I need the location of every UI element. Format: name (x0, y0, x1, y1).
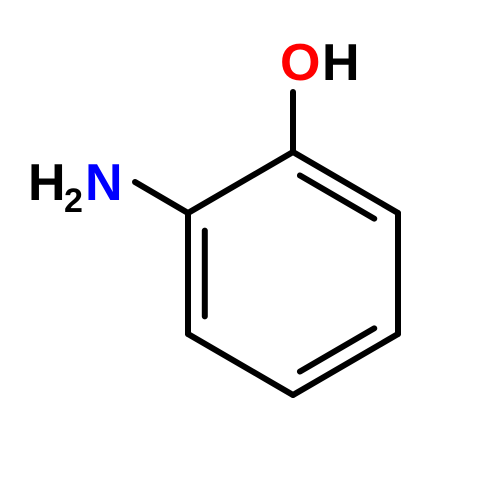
svg-text:N: N (85, 154, 123, 212)
svg-text:H: H (322, 34, 360, 92)
svg-text:H: H (28, 154, 66, 212)
atom-labels: OHH2N (28, 34, 360, 220)
svg-text:O: O (280, 34, 320, 92)
benzene-ring (188, 152, 398, 395)
svg-text:2: 2 (64, 182, 83, 220)
molecule-diagram: OHH2N (0, 0, 500, 500)
